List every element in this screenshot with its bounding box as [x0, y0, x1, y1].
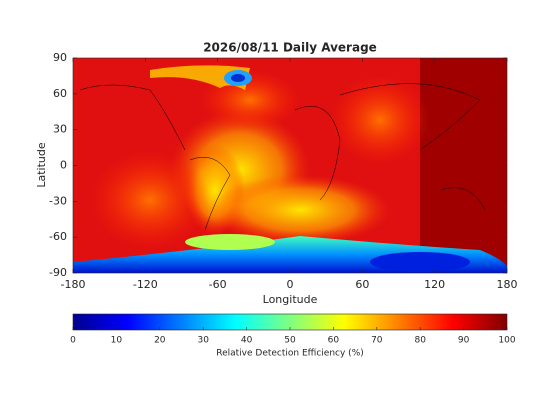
y-tick-label: 30 [53, 123, 67, 136]
colorbar-tick-label: 50 [284, 336, 296, 346]
x-axis-label: Longitude [263, 293, 318, 306]
colorbar-tick-label: 100 [498, 336, 515, 346]
colorbar-tick-label: 60 [328, 336, 340, 346]
colorbar-tick-label: 80 [414, 336, 426, 346]
x-tick-label: -180 [61, 278, 86, 291]
y-tick-label: -30 [49, 194, 67, 207]
chart-title: 2026/08/11 Daily Average [203, 41, 377, 55]
x-tick-label: -120 [133, 278, 158, 291]
x-tick-label: 0 [287, 278, 294, 291]
y-axis-label: Latitude [35, 142, 48, 188]
colorbar-tick-label: 20 [154, 336, 166, 346]
colorbar-tick-label: 40 [241, 336, 253, 346]
y-tick-label: 0 [60, 159, 67, 172]
y-tick-label: -60 [49, 230, 67, 243]
y-tick-label: -90 [49, 266, 67, 279]
colorbar-tick-label: 90 [458, 336, 470, 346]
x-tick-label: 60 [355, 278, 369, 291]
x-tick-label: -60 [209, 278, 227, 291]
x-tick-label: 180 [497, 278, 518, 291]
colorbar-tick-label: 10 [111, 336, 123, 346]
map-field [73, 58, 507, 273]
y-tick-label: 90 [53, 51, 67, 64]
colorbar-label: Relative Detection Efficiency (%) [216, 349, 364, 359]
colorbar-tick-label: 70 [371, 336, 383, 346]
colorbar-tick-label: 0 [70, 336, 76, 346]
y-tick-label: 60 [53, 87, 67, 100]
x-tick-label: 120 [424, 278, 445, 291]
colorbar-tick-label: 30 [197, 336, 209, 346]
